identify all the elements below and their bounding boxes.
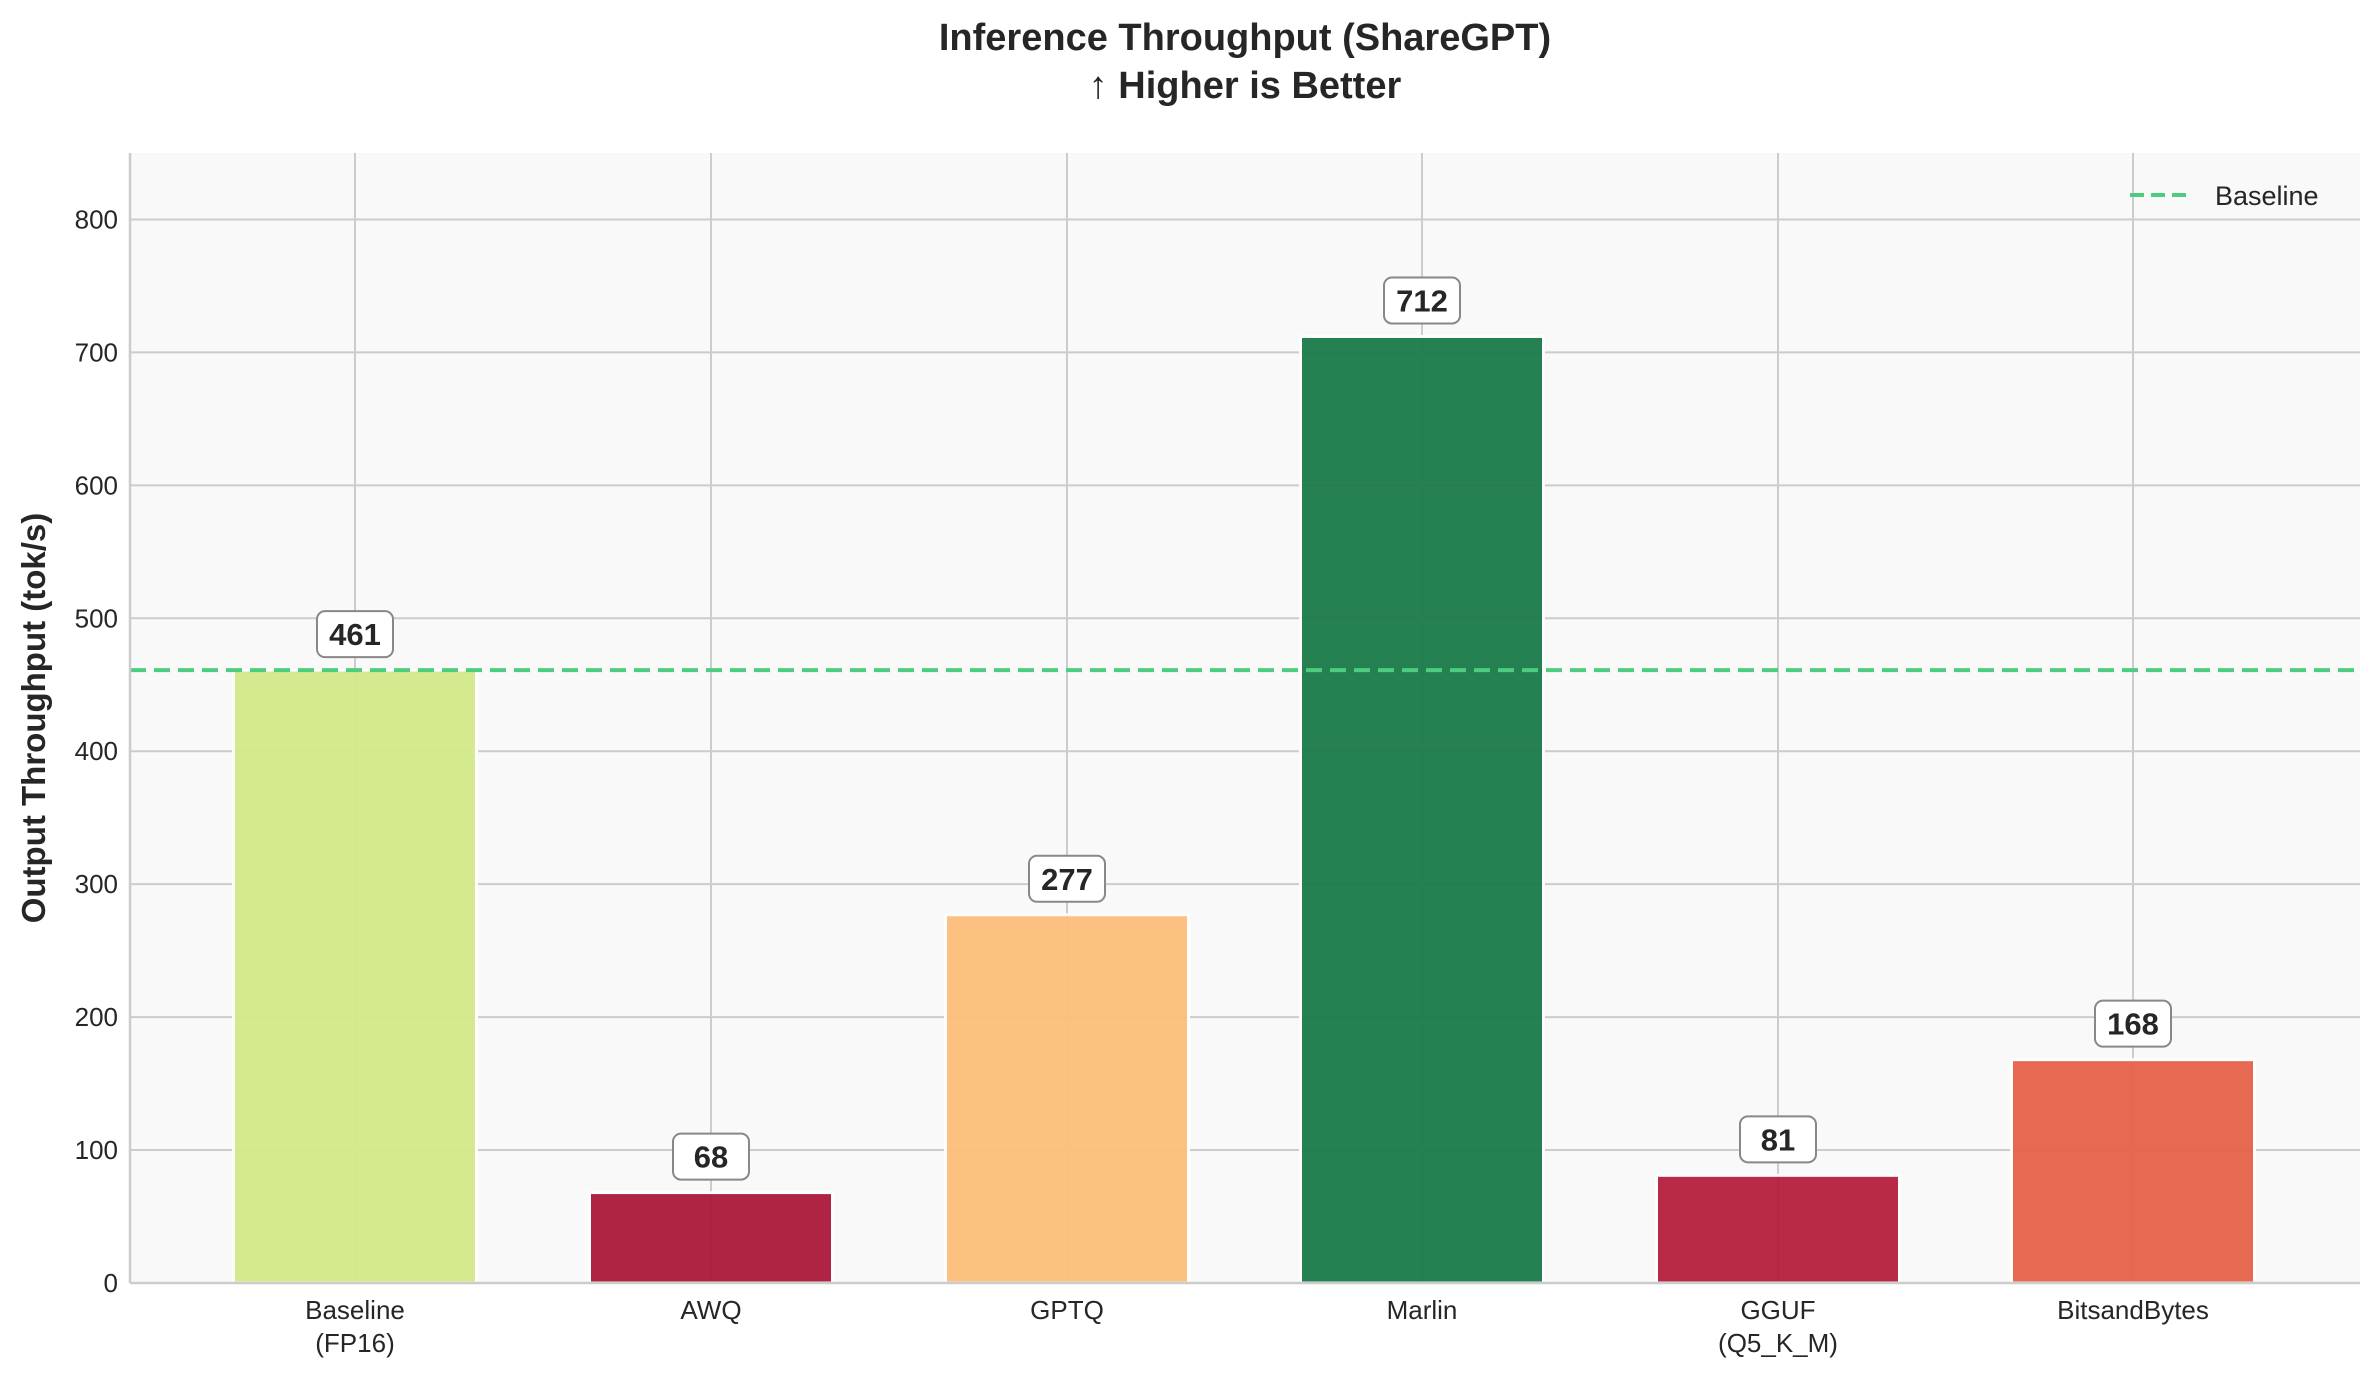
bar — [1655, 1173, 1901, 1285]
y-tick-label: 800 — [75, 204, 118, 234]
legend: Baseline — [2130, 181, 2319, 211]
y-tick-label: 700 — [75, 337, 118, 367]
data-label-box — [2094, 999, 2172, 1048]
data-label: 168 — [2107, 1007, 2159, 1042]
x-tick-label: BitsandBytes — [2057, 1295, 2209, 1325]
data-label: 277 — [1041, 862, 1093, 897]
x-tick-label: Marlin — [1387, 1295, 1458, 1325]
data-label: 81 — [1761, 1122, 1795, 1157]
data-label: 712 — [1396, 283, 1448, 318]
y-tick-label: 300 — [75, 869, 118, 899]
bar — [588, 1191, 834, 1285]
y-axis-label: Output Throughput (tok/s) — [15, 513, 52, 924]
y-tick-label: 600 — [75, 470, 118, 500]
y-tick-label: 0 — [104, 1268, 118, 1298]
data-label-box — [1383, 276, 1461, 325]
data-label: 68 — [694, 1140, 728, 1175]
plot-area — [130, 153, 2360, 1283]
data-label-box — [1739, 1115, 1817, 1164]
data-label: 461 — [329, 617, 381, 652]
x-tick-label: Baseline — [305, 1295, 405, 1325]
x-tick-label: (Q5_K_M) — [1718, 1328, 1838, 1358]
chart-subtitle: ↑ Higher is Better — [1089, 65, 1402, 107]
bar — [944, 913, 1190, 1285]
legend-label: Baseline — [2215, 181, 2319, 211]
chart-title: Inference Throughput (ShareGPT) — [939, 17, 1551, 59]
y-tick-label: 100 — [75, 1135, 118, 1165]
data-label-box — [672, 1132, 750, 1181]
bar — [1299, 334, 1545, 1285]
x-tick-label: GPTQ — [1030, 1295, 1104, 1325]
y-tick-label: 200 — [75, 1002, 118, 1032]
data-label-box — [316, 610, 394, 659]
y-tick-label: 400 — [75, 736, 118, 766]
bar — [2010, 1058, 2256, 1285]
x-tick-label: (FP16) — [315, 1328, 394, 1358]
x-tick-label: AWQ — [680, 1295, 741, 1325]
x-tick-label: GGUF — [1740, 1295, 1815, 1325]
data-label-box — [1028, 854, 1106, 903]
y-tick-label: 500 — [75, 603, 118, 633]
bar — [232, 668, 478, 1285]
